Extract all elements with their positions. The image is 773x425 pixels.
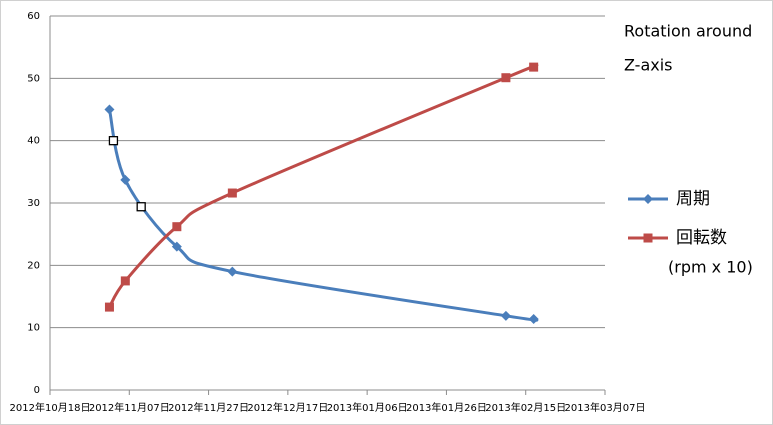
y-tick-label: 0	[34, 385, 40, 396]
y-tick-label: 10	[27, 323, 40, 334]
marker	[172, 222, 182, 232]
y-tick-label: 20	[27, 260, 40, 271]
x-tick-label: 2013年01月26日	[406, 401, 487, 414]
marker	[171, 241, 182, 252]
x-tick-label: 2012年11月27日	[168, 401, 249, 414]
highlight-marker	[136, 202, 146, 212]
marker	[643, 194, 653, 204]
x-tick-label: 2012年12月17日	[247, 401, 328, 414]
y-tick-label: 50	[27, 73, 40, 84]
marker	[529, 62, 539, 72]
marker	[643, 233, 653, 243]
y-tick-label: 40	[27, 136, 40, 147]
marker	[501, 73, 511, 83]
marker	[120, 276, 130, 286]
y-tick-label: 30	[27, 198, 40, 209]
annotation: Z-axis	[624, 56, 673, 75]
highlight-marker	[108, 136, 119, 146]
x-tick-label: 2012年10月18日	[10, 401, 91, 414]
y-tick-label: 60	[27, 11, 40, 22]
x-tick-label: 2012年11月07日	[89, 401, 170, 414]
x-tick-label: 2013年03月07日	[565, 401, 646, 414]
marker	[227, 266, 238, 277]
marker	[528, 313, 539, 324]
legend-label: 回転数	[676, 228, 727, 248]
annotation: (rpm x 10)	[668, 258, 753, 277]
marker	[227, 188, 237, 198]
x-tick-label: 2013年01月06日	[327, 401, 408, 414]
marker	[500, 310, 511, 321]
x-tick-label: 2013年02月15日	[485, 401, 566, 414]
marker	[104, 104, 115, 115]
legend-label: 周期	[676, 189, 710, 209]
annotation: Rotation around	[624, 22, 752, 41]
marker	[120, 174, 131, 185]
marker	[104, 302, 114, 312]
